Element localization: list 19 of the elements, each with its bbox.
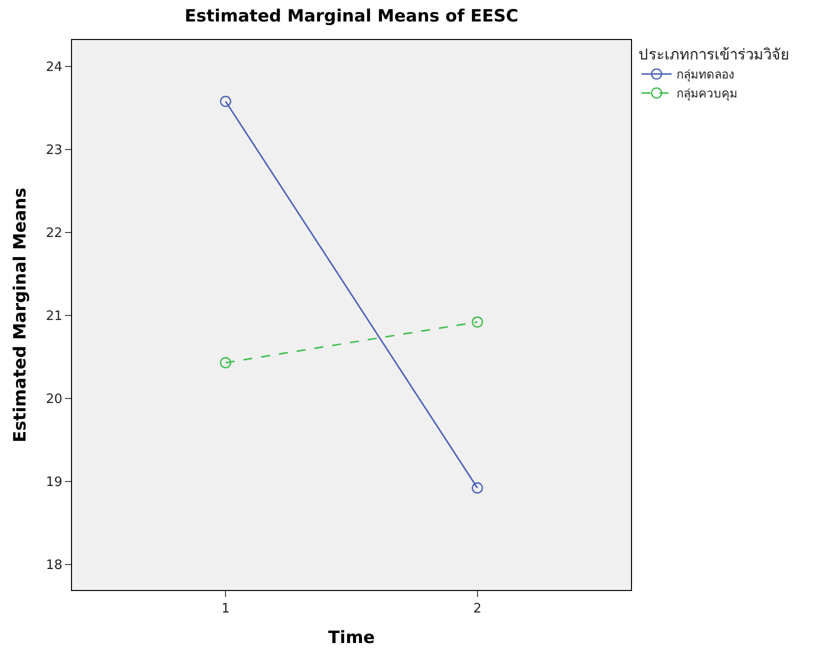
y-tick-label: 24 (46, 60, 62, 76)
y-tick-label: 22 (46, 226, 62, 242)
y-tick-label: 18 (46, 558, 62, 573)
y-tick-label: 19 (46, 474, 62, 490)
y-axis-title: Estimated Marginal Means (10, 188, 30, 442)
point (472, 482, 484, 494)
x-axis-title: Time (328, 628, 375, 648)
chart-title: Estimated Marginal Means of EESC (184, 6, 518, 27)
point (472, 316, 484, 328)
x-tick-label: 2 (473, 602, 482, 617)
legend-label: กลุ่มทดลอง (676, 68, 735, 83)
point (220, 96, 232, 108)
y-tick-label: 20 (46, 392, 62, 407)
legend-label: กลุ่มควบคุม (676, 86, 738, 102)
point (220, 357, 232, 368)
y-tick-label: 23 (46, 143, 62, 158)
legend-title: ประเภทการเข้าร่วมวิจัย (638, 46, 790, 64)
y-tick-label: 21 (46, 308, 62, 324)
x-tick-label: 1 (221, 602, 230, 617)
